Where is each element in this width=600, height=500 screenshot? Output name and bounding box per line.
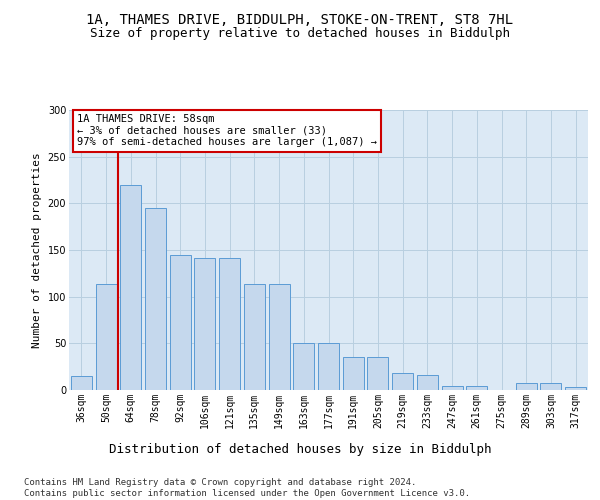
Text: Size of property relative to detached houses in Biddulph: Size of property relative to detached ho… bbox=[90, 28, 510, 40]
Bar bbox=[565, 387, 586, 390]
Bar bbox=[343, 358, 364, 390]
Bar bbox=[194, 258, 215, 390]
Bar bbox=[516, 382, 537, 390]
Bar bbox=[466, 386, 487, 390]
Text: Distribution of detached houses by size in Biddulph: Distribution of detached houses by size … bbox=[109, 442, 491, 456]
Bar bbox=[318, 344, 339, 390]
Bar bbox=[120, 184, 141, 390]
Bar bbox=[244, 284, 265, 390]
Bar bbox=[293, 344, 314, 390]
Bar bbox=[367, 358, 388, 390]
Bar bbox=[170, 254, 191, 390]
Bar bbox=[392, 373, 413, 390]
Bar bbox=[71, 376, 92, 390]
Bar bbox=[541, 382, 562, 390]
Bar bbox=[95, 284, 116, 390]
Bar bbox=[442, 386, 463, 390]
Bar bbox=[417, 375, 438, 390]
Bar bbox=[145, 208, 166, 390]
Text: 1A THAMES DRIVE: 58sqm
← 3% of detached houses are smaller (33)
97% of semi-deta: 1A THAMES DRIVE: 58sqm ← 3% of detached … bbox=[77, 114, 377, 148]
Text: 1A, THAMES DRIVE, BIDDULPH, STOKE-ON-TRENT, ST8 7HL: 1A, THAMES DRIVE, BIDDULPH, STOKE-ON-TRE… bbox=[86, 12, 514, 26]
Y-axis label: Number of detached properties: Number of detached properties bbox=[32, 152, 42, 348]
Text: Contains HM Land Registry data © Crown copyright and database right 2024.
Contai: Contains HM Land Registry data © Crown c… bbox=[24, 478, 470, 498]
Bar bbox=[269, 284, 290, 390]
Bar bbox=[219, 258, 240, 390]
